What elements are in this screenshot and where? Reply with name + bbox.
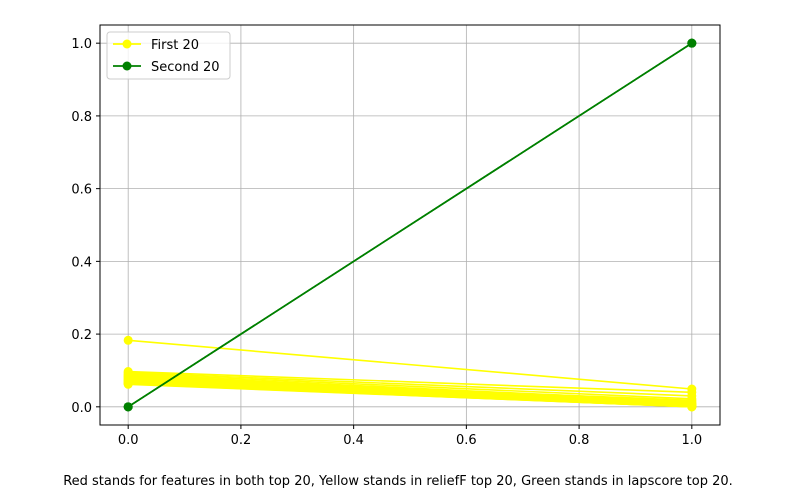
x-tick-label: 0.0	[118, 433, 139, 448]
axis-ticks: 0.0 0.2 0.4 0.6 0.8 1.0 0.0 0.2 0.4 0.6 0.8 1.0	[71, 37, 702, 448]
legend-label: Second 20	[151, 60, 220, 75]
data-point	[123, 335, 133, 345]
data-point	[123, 379, 133, 389]
legend-entry: First 20	[113, 38, 199, 53]
legend-marker	[122, 61, 132, 71]
series-line-path	[128, 372, 692, 400]
x-tick-label: 0.2	[231, 433, 252, 448]
data-point	[123, 402, 133, 412]
y-tick-label: 0.2	[71, 328, 92, 343]
series-line-path	[128, 383, 692, 408]
data-point	[687, 38, 697, 48]
legend-label: First 20	[151, 38, 199, 53]
series-line-path	[128, 339, 692, 390]
data-point	[687, 402, 697, 412]
series-line-path	[127, 42, 693, 408]
y-tick-label: 0.6	[71, 183, 92, 198]
plot-series	[123, 38, 697, 412]
series-line-path	[128, 370, 692, 394]
y-tick-label: 1.0	[71, 37, 92, 52]
figure-caption: Red stands for features in both top 20, …	[63, 474, 733, 489]
series-line-19	[123, 379, 697, 412]
series-line-22	[123, 38, 697, 412]
series-line-path	[128, 379, 692, 405]
y-tick-label: 0.4	[71, 255, 92, 270]
y-tick-label: 0.0	[71, 401, 92, 416]
x-tick-label: 0.6	[456, 433, 477, 448]
series-line-path	[128, 377, 692, 402]
plot-frame	[99, 24, 721, 426]
x-tick-label: 0.4	[343, 433, 364, 448]
x-tick-label: 1.0	[681, 433, 702, 448]
legend-entry: Second 20	[113, 60, 220, 75]
x-tick-label: 0.8	[569, 433, 590, 448]
legend: First 20 Second 20	[106, 31, 231, 80]
legend-marker	[122, 39, 132, 49]
series-line-path	[128, 371, 692, 397]
y-tick-label: 0.8	[71, 110, 92, 125]
